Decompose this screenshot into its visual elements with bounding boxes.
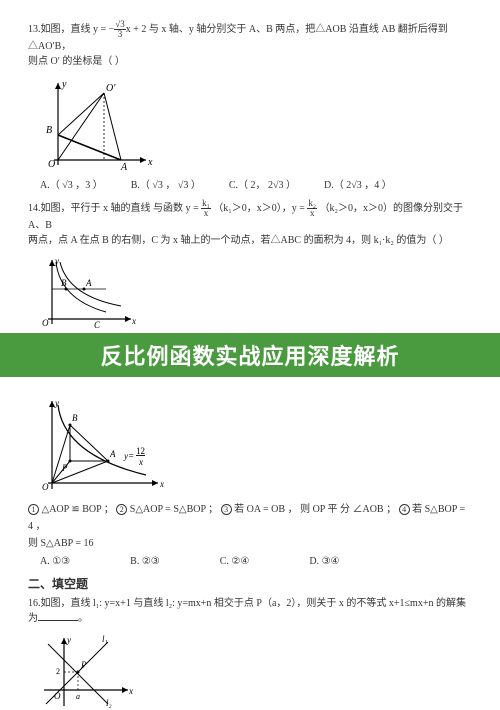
p16-lbl-x: x	[128, 686, 133, 696]
p14-mid1: （k₁＞0，x＞0），y =	[213, 203, 305, 214]
p13-choice-A: A.（ √3 ，3 ）	[40, 176, 103, 191]
banner-text: 反比例函数实战应用深度解析	[100, 339, 399, 371]
p13-lbl-Op: O′	[106, 83, 116, 94]
p14-pre: 如图，平行于 x 轴的直线 与函数 y =	[41, 203, 199, 214]
problem-13: 13.如图，直线 y = −√33x + 2 与 x 轴、y 轴分别交于 A、B…	[28, 20, 472, 191]
p14-f2-den: x	[307, 209, 317, 218]
p16-figure: O P x y l₁ l₂ a 2	[36, 632, 472, 710]
p16-blank	[38, 611, 78, 621]
p13-lbl-x: x	[147, 157, 153, 168]
p16-number: 16.	[28, 598, 41, 609]
p14-f1-den: x	[201, 209, 211, 218]
p14-svg: O A B C x y	[36, 254, 136, 329]
p13-number: 13.	[28, 24, 41, 35]
p16-lbl-l1: l₁	[102, 634, 108, 644]
p14-figure: O A B C x y	[36, 254, 472, 329]
p13-figure: O A B O′ x y	[36, 75, 472, 170]
p15-choice-B: B. ②③	[130, 556, 160, 567]
problem-15: O A B P x y y= 12 x 1 △AOP ≌ BOP ； 2 S△A…	[28, 395, 472, 567]
p16-svg: O P x y l₁ l₂ a 2	[36, 632, 136, 710]
circ-1: 1	[28, 504, 39, 515]
p14-line2: 两点，点 A 在点 B 的右侧，C 为 x 轴上的一个动点，若△ABC 的面积为…	[28, 235, 449, 246]
p15-lbl-O: O	[42, 482, 49, 492]
problem-14-text: 14.如图，平行于 x 轴的直线 与函数 y = k₁x （k₁＞0，x＞0），…	[28, 199, 472, 248]
p16-lbl-a: a	[76, 692, 80, 701]
p15-choice-A: A. ①③	[40, 556, 70, 567]
problem-13-text: 13.如图，直线 y = −√33x + 2 与 x 轴、y 轴分别交于 A、B…	[28, 20, 472, 69]
p13-choice-D: D.（ 2√3 ，4 ）	[324, 176, 392, 191]
p15-s4b: 则 S△ABP = 16	[28, 538, 93, 549]
p15-lbl-x: x	[159, 479, 164, 489]
p16-lbl-y: y	[66, 635, 71, 645]
p14-lbl-O: O	[42, 318, 49, 328]
p16-lbl-2: 2	[56, 667, 60, 676]
circ-4: 4	[399, 504, 410, 515]
p13-lbl-B: B	[46, 125, 52, 136]
p15-s2: S△AOP = S△BOP ；	[130, 504, 218, 515]
p13-svg: O A B O′ x y	[36, 75, 156, 170]
p15-choice-D: D. ③④	[309, 556, 339, 567]
p15-choices: A. ①③ B. ②③ C. ②④ D. ③④	[40, 556, 472, 567]
p16-text: 16.如图，直线 l₁: y=x+1 与直线 l₂: y=mx+n 相交于点 P…	[28, 596, 472, 626]
p15-figure: O A B P x y y= 12 x	[36, 395, 472, 495]
p14-frac2: k₂x	[307, 199, 317, 218]
p13-pre: 如图，直线 y = −	[41, 24, 115, 35]
p14-frac1: k₁x	[201, 199, 211, 218]
p14-number: 14.	[28, 203, 41, 214]
p14-lbl-B: B	[61, 278, 67, 288]
p15-curve-num: 12	[136, 446, 145, 456]
p15-lbl-B: B	[72, 413, 78, 423]
p15-lbl-y: y	[54, 398, 59, 408]
p13-lbl-O: O	[48, 159, 55, 170]
p15-choice-C: C. ②④	[220, 556, 250, 567]
p14-lbl-x: x	[131, 316, 136, 326]
p15-lbl-P: P	[61, 463, 68, 473]
problem-14: 14.如图，平行于 x 轴的直线 与函数 y = k₁x （k₁＞0，x＞0），…	[28, 199, 472, 329]
p13-line2: 则点 O′ 的坐标是（ ）	[28, 56, 125, 67]
p16-lbl-P: P	[80, 660, 87, 670]
p13-lbl-A: A	[120, 162, 128, 170]
title-banner: 反比例函数实战应用深度解析	[0, 333, 500, 377]
problem-16: 16.如图，直线 l₁: y=x+1 与直线 l₂: y=mx+n 相交于点 P…	[28, 596, 472, 710]
section-2-header: 二、填空题	[28, 575, 472, 592]
p15-statements: 1 △AOP ≌ BOP ； 2 S△AOP = S△BOP ； 3 若 OA …	[28, 501, 472, 552]
p13-choice-C: C.（ 2， 2√3 ）	[229, 176, 296, 191]
circ-3: 3	[221, 504, 232, 515]
p15-s1: △AOP ≌ BOP ；	[42, 504, 114, 515]
p15-curve-den: x	[138, 457, 143, 467]
p15-s3: 若 OA = OB ， 则 OP 平 分 ∠AOB ；	[234, 504, 396, 515]
p13-choice-B: B.（ √3 ， √3 ）	[131, 176, 201, 191]
p16-lbl-O: O	[54, 691, 61, 701]
p15-lbl-A: A	[109, 449, 116, 459]
circ-2: 2	[116, 504, 127, 515]
p13-choices: A.（ √3 ，3 ） B.（ √3 ， √3 ） C.（ 2， 2√3 ） D…	[40, 176, 472, 191]
p14-lbl-y: y	[54, 256, 59, 266]
p15-svg: O A B P x y y= 12 x	[36, 395, 166, 495]
p13-frac: √33	[114, 20, 125, 39]
p13-lbl-y: y	[61, 79, 67, 90]
p16-t1: 如图，直线 l₁: y=x+1 与直线 l₂: y=mx+n 相交于点 P（a，…	[28, 598, 466, 624]
p16-t2: 。	[78, 613, 88, 624]
p14-lbl-A: A	[85, 278, 92, 288]
p15-curve-pre: y=	[123, 451, 134, 461]
p13-frac-den: 3	[114, 30, 125, 39]
p14-lbl-C: C	[94, 320, 101, 329]
